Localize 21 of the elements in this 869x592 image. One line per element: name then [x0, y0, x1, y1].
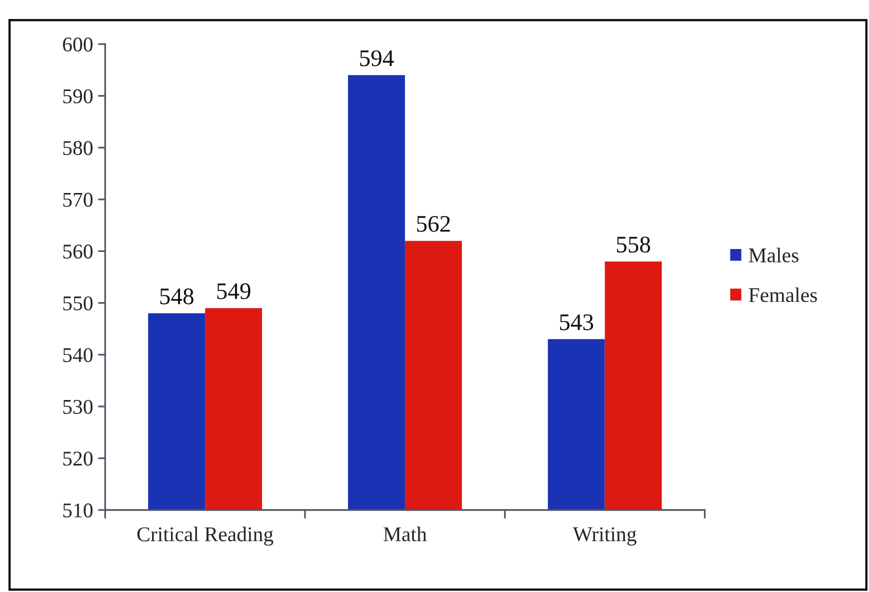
y-tick-label: 550: [63, 296, 93, 310]
y-tick-label: 520: [63, 452, 93, 466]
x-tick-label: Writing: [572, 527, 636, 546]
legend-label: Males: [748, 248, 798, 262]
x-tick-label: Critical Reading: [137, 526, 274, 546]
y-tick-label: 590: [63, 89, 93, 104]
x-tick-label: Math: [384, 526, 427, 542]
data-label: 594: [360, 50, 394, 66]
y-tick-label: 570: [63, 192, 93, 207]
data-label: 543: [560, 314, 594, 330]
y-tick-label: 580: [63, 141, 93, 156]
data-label: 562: [417, 216, 450, 232]
data-label: 549: [217, 283, 250, 300]
y-tick-label: 530: [63, 400, 93, 414]
y-tick-label: 600: [62, 37, 93, 52]
data-label: 558: [616, 236, 650, 253]
y-tick-label: 560: [63, 244, 93, 259]
data-label: 548: [160, 288, 194, 304]
y-tick-label: 540: [63, 348, 93, 362]
y-tick-label: 510: [63, 503, 93, 518]
legend-label: Females: [748, 287, 817, 302]
